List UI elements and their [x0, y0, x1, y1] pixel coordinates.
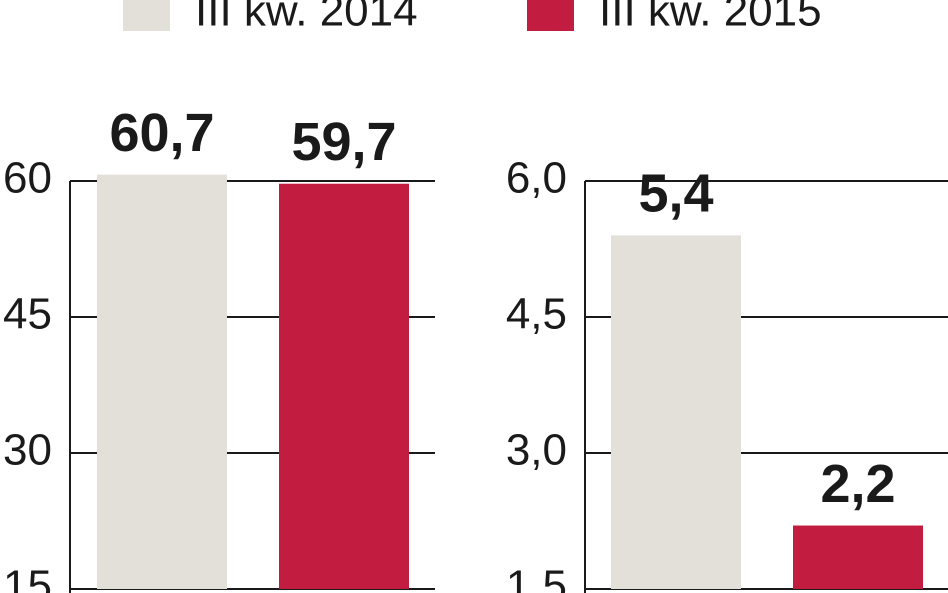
value-label: 60,7 — [109, 103, 214, 163]
legend-label: III kw. 2015 — [599, 0, 822, 36]
bar — [279, 183, 409, 589]
y-tick-label: 15 — [3, 562, 52, 593]
y-tick-label: 3,0 — [506, 426, 567, 475]
y-tick-label: 60 — [3, 154, 52, 203]
y-tick-label: 45 — [3, 290, 52, 339]
value-label: 59,7 — [291, 112, 396, 172]
value-label: 5,4 — [638, 164, 713, 224]
y-tick-label: 30 — [3, 426, 52, 475]
y-tick-label: 4,5 — [506, 290, 567, 339]
value-label: 2,2 — [820, 454, 895, 514]
bar — [611, 235, 741, 589]
legend-swatch — [527, 0, 574, 31]
legend-swatch — [123, 0, 170, 31]
y-tick-label: 1,5 — [506, 562, 567, 593]
bar — [793, 525, 923, 589]
legend-label: III kw. 2014 — [195, 0, 418, 36]
bar — [97, 174, 227, 590]
y-tick-label: 6,0 — [506, 154, 567, 203]
